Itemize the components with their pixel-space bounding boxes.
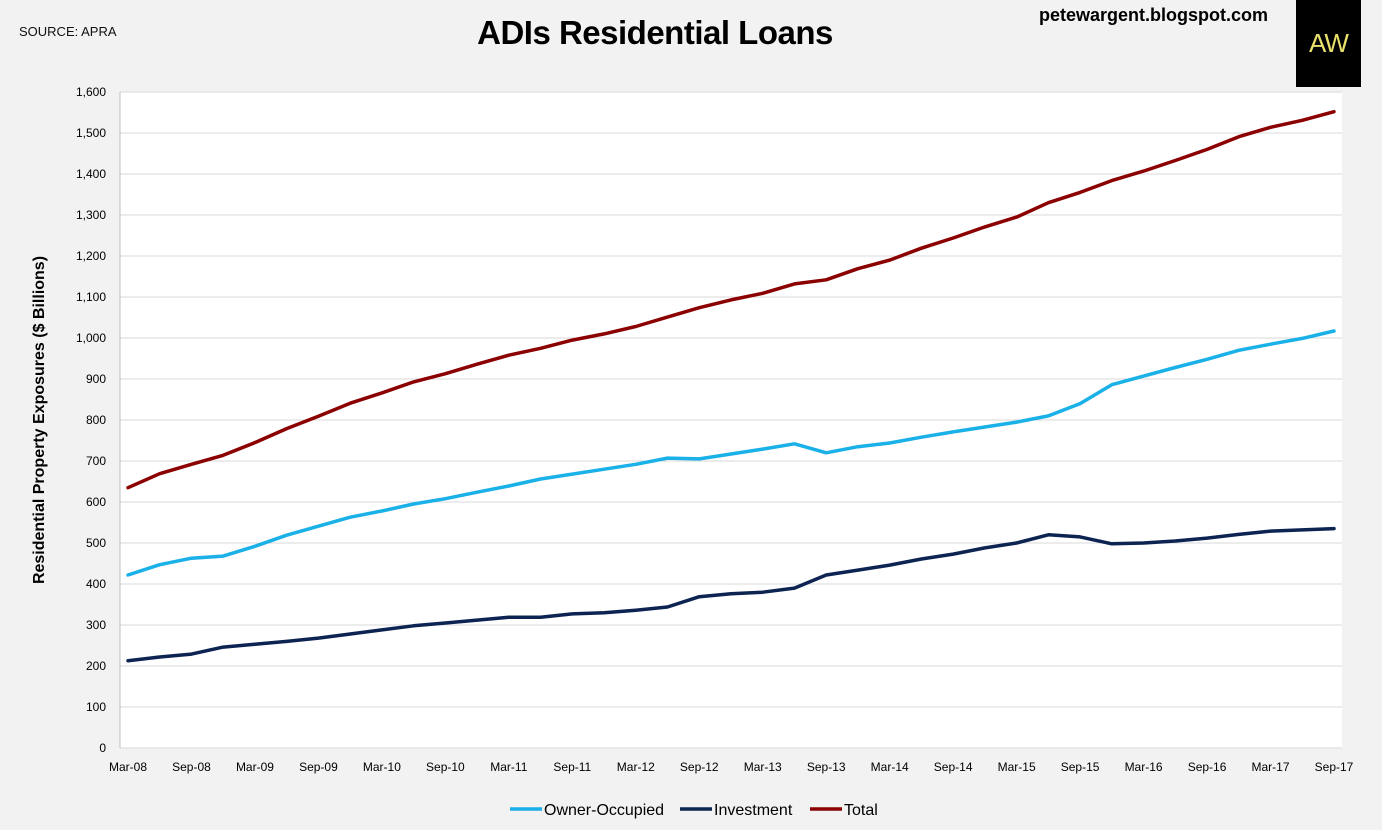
x-tick-labels: Mar-08 Sep-08 Mar-09 Sep-09 Mar-10 Sep-10 Mar-… [109,760,1354,774]
aw-logo: AW [1296,0,1361,87]
y-tick-label: 1,500 [76,126,106,140]
legend-label-total: Total [844,802,878,819]
x-tick-label: Mar-13 [744,760,782,774]
x-tick-label: Sep-15 [1061,760,1100,774]
x-tick-label: Mar-16 [1125,760,1163,774]
series-line-owner-occupied [126,329,1336,577]
y-tick-label: 800 [86,413,106,427]
series-lines [126,109,1336,663]
x-tick-label: Mar-08 [109,760,147,774]
legend-label-investment: Investment [714,802,793,819]
x-tick-label: Mar-15 [998,760,1036,774]
legend: Owner-Occupied Investment Total [510,802,878,819]
y-tick-label: 700 [86,454,106,468]
x-tick-label: Sep-13 [807,760,846,774]
y-tick-label: 400 [86,577,106,591]
x-tick-label: Sep-08 [172,760,211,774]
series-line-investment [126,526,1336,663]
x-tick-label: Mar-11 [490,760,527,774]
logo-text: AW [1309,28,1349,58]
series-line-total [126,109,1336,490]
y-tick-label: 1,600 [76,85,106,99]
x-tick-label: Sep-16 [1188,760,1227,774]
y-tick-label: 500 [86,536,106,550]
y-tick-label: 1,000 [76,331,106,345]
x-tick-label: Mar-17 [1252,760,1290,774]
x-tick-label: Mar-12 [617,760,655,774]
y-tick-label: 600 [86,495,106,509]
y-tick-label: 900 [86,372,106,386]
y-tick-label: 1,100 [76,290,106,304]
y-tick-label: 200 [86,659,106,673]
chart-title: ADIs Residential Loans [477,14,833,51]
x-tick-label: Sep-12 [680,760,719,774]
y-tick-label: 300 [86,618,106,632]
y-tick-labels: 0 100 200 300 400 500 600 700 800 900 1,000 1,100 1,… [76,85,106,755]
x-tick-label: Sep-11 [553,760,591,774]
y-axis-label: Residential Property Exposures ($ Billio… [31,256,48,584]
y-tick-label: 1,300 [76,208,106,222]
source-label: SOURCE: APRA [19,24,117,39]
y-tick-label: 0 [99,741,106,755]
x-tick-label: Sep-14 [934,760,973,774]
x-tick-label: Mar-14 [871,760,909,774]
blog-url: petewargent.blogspot.com [1039,5,1269,25]
legend-label-owner-occupied: Owner-Occupied [544,802,664,819]
x-tick-label: Sep-10 [426,760,465,774]
y-tick-label: 100 [86,700,106,714]
y-tick-label: 1,200 [76,249,106,263]
x-tick-label: Mar-09 [236,760,274,774]
x-tick-label: Sep-09 [299,760,338,774]
x-tick-label: Mar-10 [363,760,401,774]
x-tick-label: Sep-17 [1315,760,1354,774]
y-tick-label: 1,400 [76,167,106,181]
